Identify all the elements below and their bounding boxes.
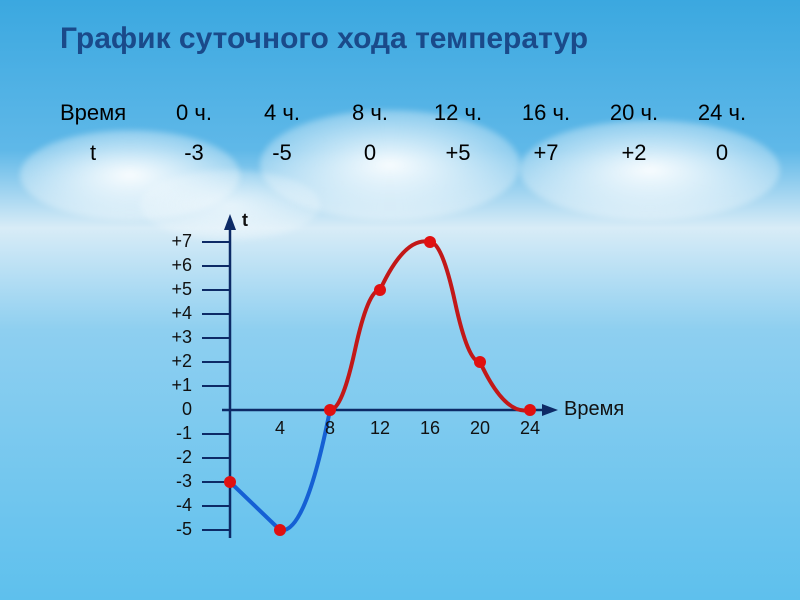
table-cell: 0 ч. (150, 100, 238, 126)
table-cell: +2 (590, 140, 678, 166)
table-row-temp: t -3 -5 0 +5 +7 +2 0 (60, 140, 770, 166)
y-tick-label: +4 (142, 303, 192, 324)
table-cell: 12 ч. (414, 100, 502, 126)
x-tick-label: 4 (260, 418, 300, 439)
table-cell: +7 (502, 140, 590, 166)
temperature-chart: +7 +6 +5 +4 +3 +2 +1 0 -1 -2 -3 -4 -5 48 12 16 20 24 t Врем… (100, 200, 680, 580)
table-cell: 8 ч. (326, 100, 414, 126)
y-tick-label: -1 (142, 423, 192, 444)
x-tick-label: 20 (460, 418, 500, 439)
table-cell: 24 ч. (678, 100, 766, 126)
y-tick-label: +7 (142, 231, 192, 252)
y-tick-label: +3 (142, 327, 192, 348)
x-tick-label: 16 (410, 418, 450, 439)
y-tick-label: +1 (142, 375, 192, 396)
y-tick-label: +2 (142, 351, 192, 372)
table-cell: -3 (150, 140, 238, 166)
row-label-time: Время (60, 100, 150, 126)
table-cell: 0 (678, 140, 766, 166)
data-table: Время 0 ч. 4 ч. 8 ч. 12 ч. 16 ч. 20 ч. 2… (60, 100, 770, 180)
row-label-temp: t (60, 140, 150, 166)
table-row-time: Время 0 ч. 4 ч. 8 ч. 12 ч. 16 ч. 20 ч. 2… (60, 100, 770, 126)
y-axis-title: t (242, 210, 248, 231)
x-tick-label: 24 (510, 418, 550, 439)
table-cell: -5 (238, 140, 326, 166)
y-tick-label: -3 (142, 471, 192, 492)
table-cell: 4 ч. (238, 100, 326, 126)
page-title: График суточного хода температур (60, 22, 588, 56)
table-cell: 0 (326, 140, 414, 166)
y-tick-label: +5 (142, 279, 192, 300)
y-tick-label: -2 (142, 447, 192, 468)
x-tick-label: 12 (360, 418, 400, 439)
table-cell: 16 ч. (502, 100, 590, 126)
y-tick-label: 0 (142, 399, 192, 420)
x-axis-title: Время (564, 398, 624, 421)
y-tick-label: -5 (142, 519, 192, 540)
table-cell: +5 (414, 140, 502, 166)
table-cell: 20 ч. (590, 100, 678, 126)
x-tick-label: 8 (310, 418, 350, 439)
y-tick-label: -4 (142, 495, 192, 516)
y-tick-label: +6 (142, 255, 192, 276)
